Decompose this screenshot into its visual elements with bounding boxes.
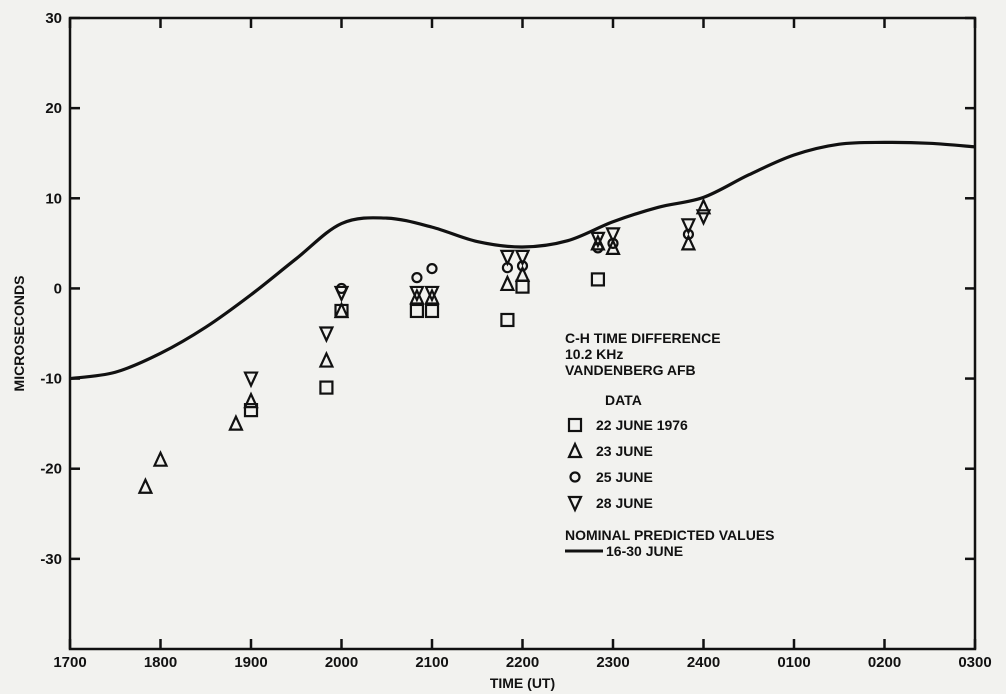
legend-marker-circle xyxy=(569,471,581,483)
data-point-triangle-down xyxy=(605,227,621,244)
data-point-square xyxy=(409,303,425,319)
x-tick-label: 2400 xyxy=(687,654,720,671)
x-tick-label: 0200 xyxy=(868,654,901,671)
data-point-triangle-up xyxy=(695,197,712,215)
y-axis-label: MICROSECONDS xyxy=(11,276,27,392)
legend-marker-triangle-up xyxy=(567,441,583,459)
data-point-triangle-down xyxy=(424,285,440,303)
data-point-triangle-up xyxy=(409,287,425,305)
data-point-triangle-down xyxy=(590,231,606,249)
x-tick-label: 1700 xyxy=(53,654,86,671)
x-tick-label: 1800 xyxy=(144,654,177,671)
y-tick-label: -10 xyxy=(40,371,62,388)
data-point-triangle-down xyxy=(318,326,335,344)
data-point-triangle-down xyxy=(514,249,531,267)
legend-heading-line: 10.2 KHz xyxy=(565,346,623,362)
y-tick-label: 30 xyxy=(45,10,62,27)
legend-heading-line: C-H TIME DIFFERENCE xyxy=(565,330,721,346)
x-tick-label: 2300 xyxy=(596,654,629,671)
plot-frame xyxy=(68,16,977,651)
legend-series-label: 25 JUNE xyxy=(596,469,653,485)
plot-border xyxy=(68,16,977,651)
x-axis-label: TIME (UT) xyxy=(490,675,555,691)
legend-series-label: 28 JUNE xyxy=(596,495,653,511)
data-point-triangle-up xyxy=(228,414,244,431)
data-point-triangle-up xyxy=(499,274,516,292)
data-point-square xyxy=(319,380,334,395)
legend-data-label: DATA xyxy=(605,392,642,408)
y-tick-label: -20 xyxy=(40,461,62,478)
data-point-triangle-up xyxy=(318,350,335,368)
legend-series-label: 23 JUNE xyxy=(596,443,653,459)
y-tick-label: -30 xyxy=(40,551,62,568)
data-point-triangle-up xyxy=(152,450,169,467)
data-point-triangle-down xyxy=(243,371,259,389)
legend-marker-triangle-down xyxy=(567,495,583,513)
data-point-square xyxy=(500,312,515,328)
x-tick-label: 2200 xyxy=(506,654,539,671)
axis-ticks: 1700 1800 1900 2000 2100 2200 2300 2400 0100 0200… xyxy=(40,10,991,671)
data-point-triangle-up xyxy=(243,391,259,409)
data-point-square xyxy=(515,279,530,294)
data-point-square xyxy=(243,403,259,418)
data-point-triangle-up xyxy=(333,301,350,319)
y-tick-label: 10 xyxy=(45,190,62,207)
data-point-triangle-down xyxy=(499,249,516,267)
data-point-square xyxy=(424,303,440,319)
data-point-triangle-down xyxy=(695,209,712,226)
y-tick-label: 20 xyxy=(45,100,62,117)
data-points xyxy=(137,197,712,494)
x-tick-label: 0100 xyxy=(777,654,810,671)
x-tick-label: 2100 xyxy=(415,654,448,671)
legend-predicted-range: 16-30 JUNE xyxy=(606,543,683,559)
data-point-triangle-up xyxy=(680,233,697,251)
data-point-triangle-up xyxy=(514,265,531,283)
data-point-triangle-up xyxy=(590,233,606,251)
data-point-triangle-up xyxy=(137,477,154,494)
legend-marker-square xyxy=(567,417,583,433)
x-tick-label: 1900 xyxy=(234,654,267,671)
y-tick-label: 0 xyxy=(54,280,62,297)
data-point-circle xyxy=(411,272,423,284)
data-point-triangle-down xyxy=(333,285,350,303)
legend-series-label: 22 JUNE 1976 xyxy=(596,417,688,433)
legend-predicted-label: NOMINAL PREDICTED VALUES xyxy=(565,527,775,543)
legend-heading-line: VANDENBERG AFB xyxy=(565,362,696,378)
predicted-curve-line xyxy=(69,140,976,381)
data-point-square xyxy=(590,272,606,287)
predicted-curve xyxy=(69,140,976,381)
x-tick-label: 0300 xyxy=(958,654,991,671)
data-point-triangle-up xyxy=(424,287,440,305)
data-point-triangle-down xyxy=(680,218,697,235)
x-tick-label: 2000 xyxy=(325,654,358,671)
data-point-circle xyxy=(426,262,438,275)
data-point-triangle-down xyxy=(409,285,425,303)
